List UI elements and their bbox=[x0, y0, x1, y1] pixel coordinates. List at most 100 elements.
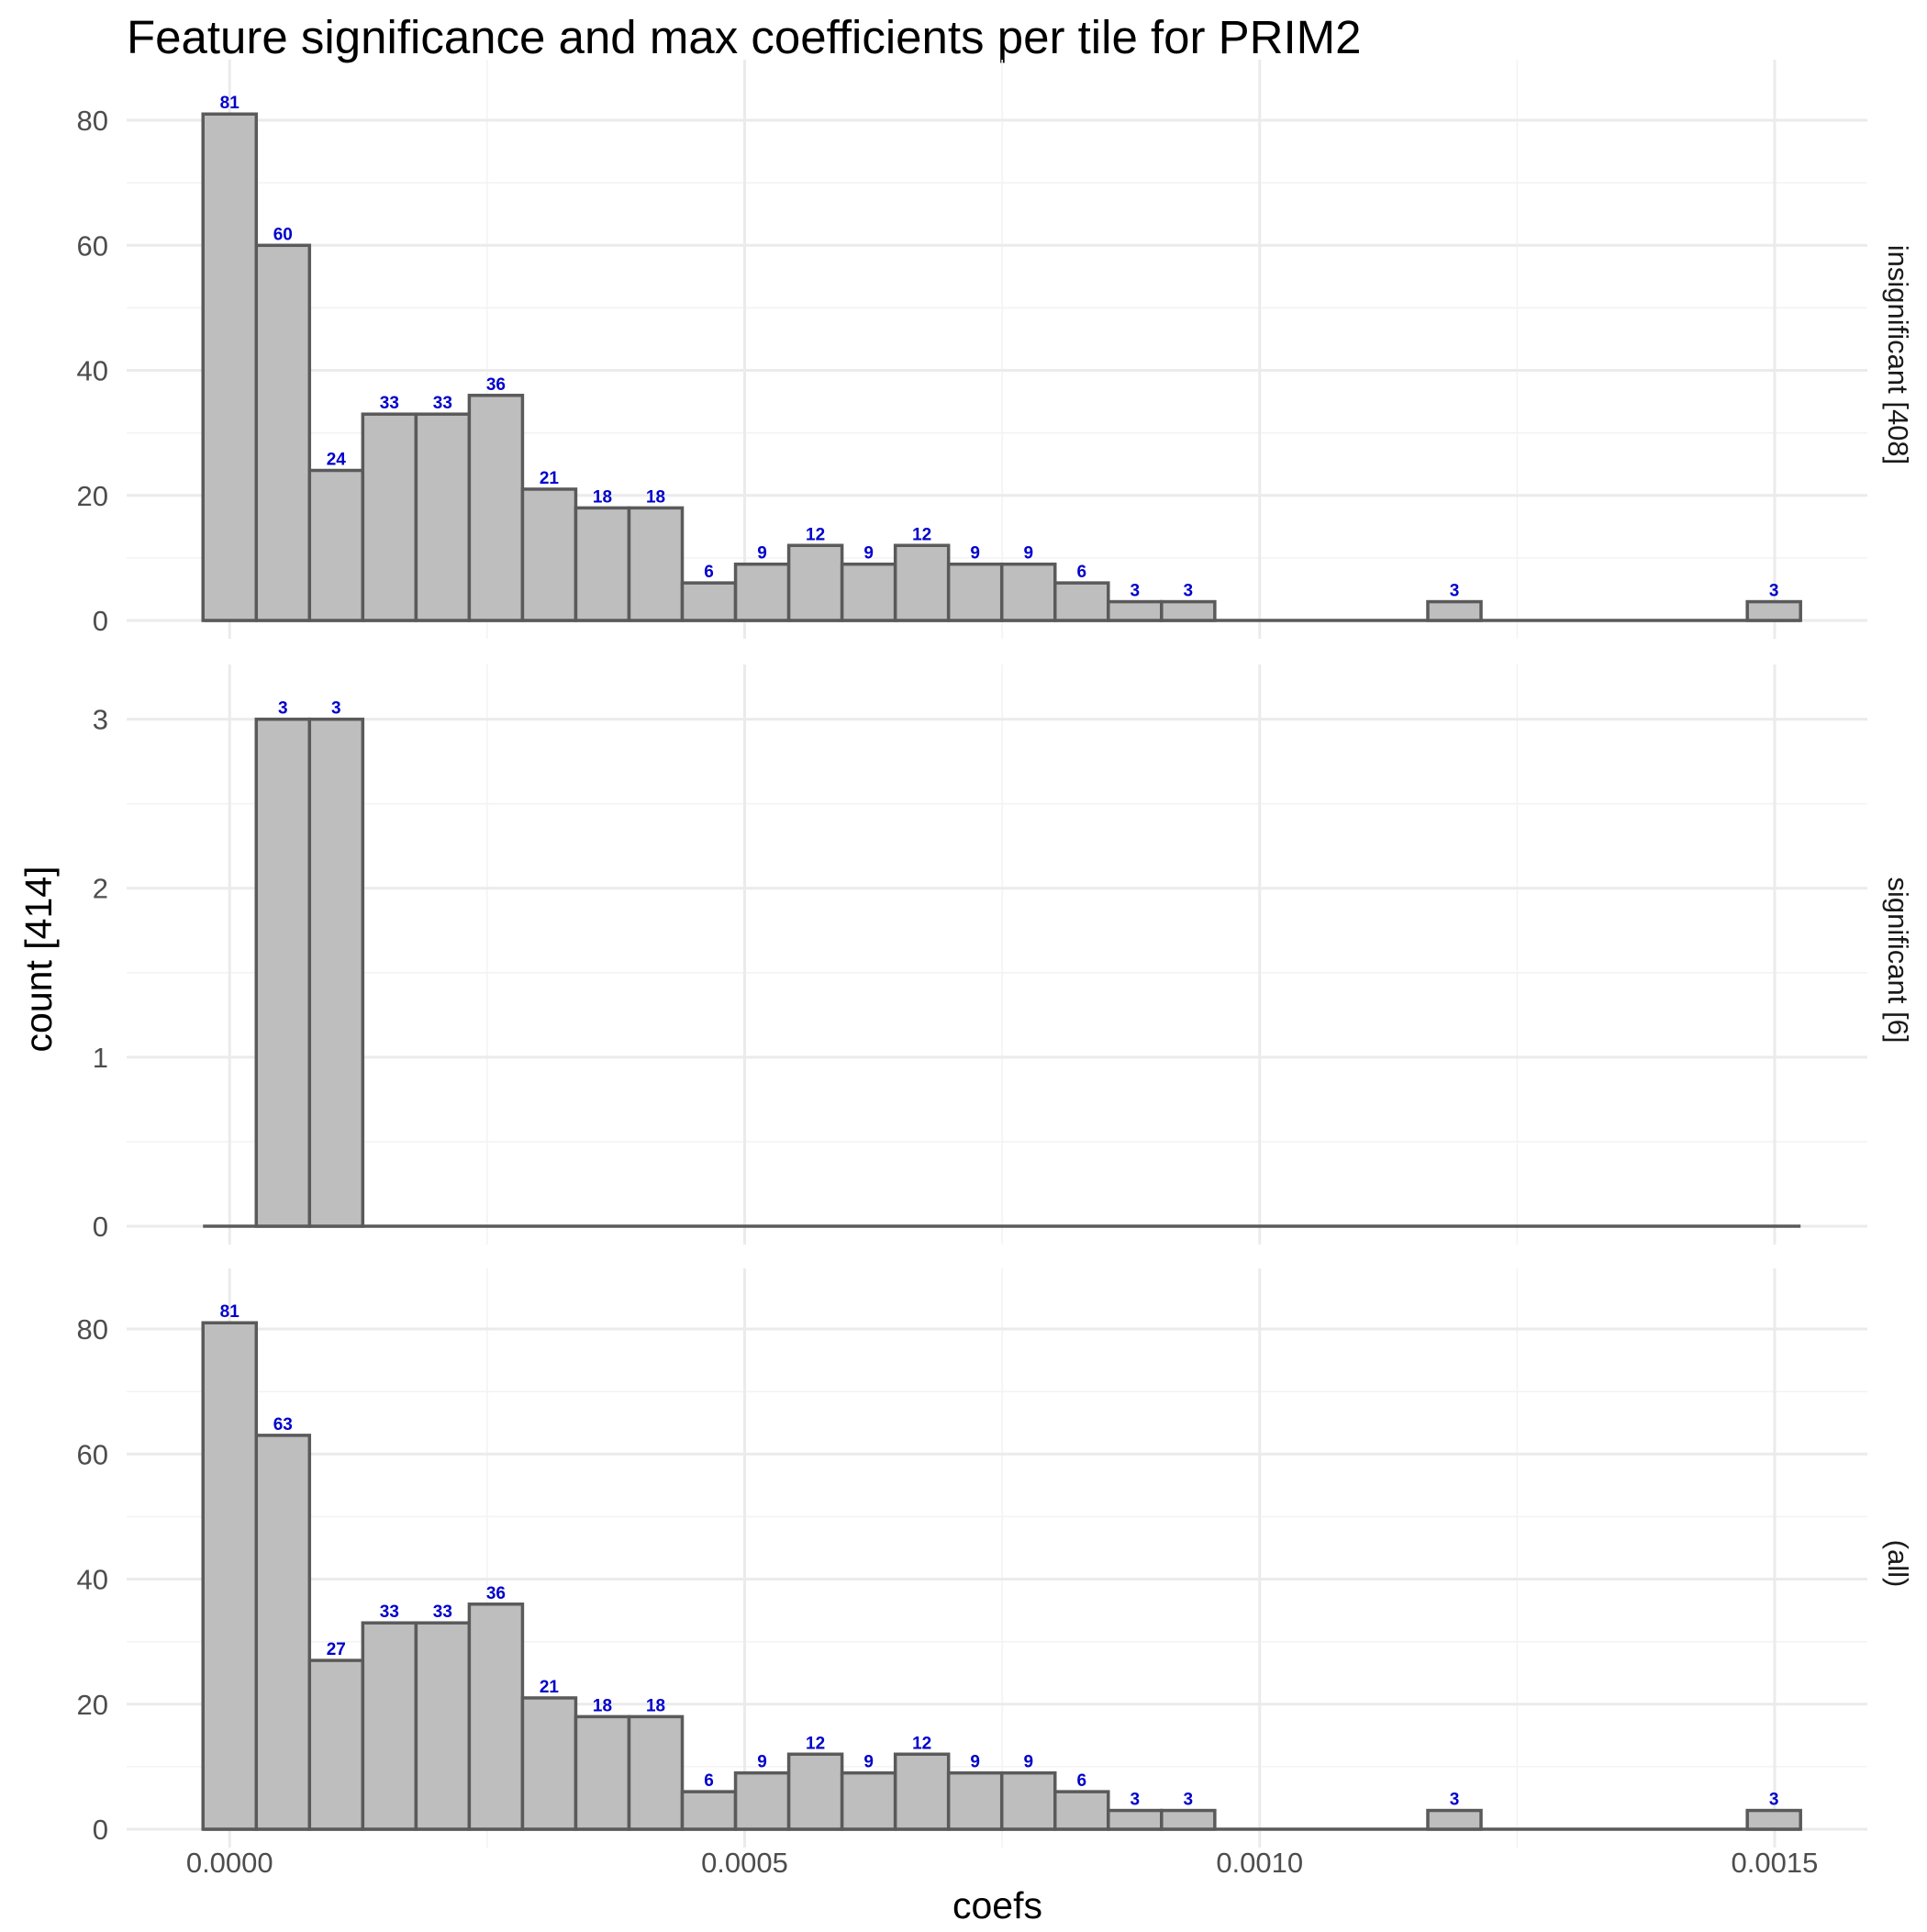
histogram-bar bbox=[414, 1621, 472, 1831]
bar-count-label: 81 bbox=[220, 94, 240, 113]
bar-count-label: 3 bbox=[1184, 1791, 1194, 1810]
bar-count-label: 81 bbox=[220, 1302, 240, 1322]
histogram-bar bbox=[254, 717, 312, 1228]
bar-count-label: 33 bbox=[433, 394, 452, 413]
bar-count-label: 33 bbox=[433, 1603, 452, 1622]
histogram-bar bbox=[1053, 1790, 1110, 1831]
x-tick-label: 0.0015 bbox=[1732, 1847, 1819, 1879]
bar-count-label: 6 bbox=[1076, 1771, 1086, 1791]
histogram-bar bbox=[1107, 599, 1164, 622]
bar-count-label: 9 bbox=[863, 544, 874, 564]
x-tick-label: 0.0010 bbox=[1216, 1847, 1303, 1879]
histogram-bar bbox=[307, 717, 365, 1228]
y-axis-title: count [414] bbox=[17, 866, 60, 1053]
histogram-bar bbox=[840, 562, 897, 622]
bar-count-label: 3 bbox=[331, 699, 341, 719]
bar-count-label: 63 bbox=[273, 1415, 293, 1435]
histogram-bar bbox=[680, 1790, 738, 1831]
histogram-bar bbox=[254, 243, 312, 622]
bar-count-label: 36 bbox=[486, 1584, 506, 1603]
facet-strip-label: insignificant [408] bbox=[1882, 245, 1914, 465]
bar-count-label: 3 bbox=[1131, 582, 1141, 601]
histogram-bar bbox=[1053, 581, 1110, 622]
bar-count-label: 12 bbox=[912, 525, 931, 544]
bar-count-label: 9 bbox=[757, 1753, 767, 1772]
bar-count-label: 9 bbox=[970, 1753, 980, 1772]
histogram-bar bbox=[574, 506, 631, 622]
histogram-bar bbox=[840, 1770, 897, 1831]
bar-count-label: 9 bbox=[970, 544, 980, 564]
bar-count-label: 33 bbox=[380, 1603, 399, 1622]
bar-count-label: 33 bbox=[380, 394, 399, 413]
y-tick-label: 60 bbox=[77, 1438, 108, 1470]
bar-count-label: 24 bbox=[327, 451, 347, 470]
y-tick-label: 20 bbox=[77, 480, 108, 512]
y-tick-label: 80 bbox=[77, 1313, 108, 1346]
bar-count-label: 3 bbox=[1769, 582, 1779, 601]
histogram-bar bbox=[786, 543, 844, 622]
histogram-bar bbox=[201, 112, 259, 622]
histogram-bar bbox=[414, 412, 472, 622]
bar-count-label: 9 bbox=[757, 544, 767, 564]
histogram-bar bbox=[307, 468, 365, 622]
histogram-bar bbox=[1426, 1808, 1483, 1831]
y-tick-label: 40 bbox=[77, 355, 108, 387]
bar-count-label: 12 bbox=[806, 1734, 825, 1753]
bar-count-label: 27 bbox=[327, 1640, 346, 1659]
bar-count-label: 18 bbox=[593, 1696, 612, 1715]
x-axis-title: coefs bbox=[952, 1884, 1042, 1926]
histogram-bar bbox=[520, 1696, 578, 1831]
x-tick-label: 0.0005 bbox=[701, 1847, 788, 1879]
bar-count-label: 6 bbox=[704, 1771, 714, 1791]
histogram-bar bbox=[893, 543, 951, 622]
bar-count-label: 9 bbox=[863, 1753, 874, 1772]
facet-panel-1: 0 1 2 3 3 3 significant [6] bbox=[93, 664, 1914, 1245]
bar-count-label: 18 bbox=[646, 487, 665, 507]
bar-count-label: 6 bbox=[1076, 563, 1086, 582]
bar-count-label: 18 bbox=[593, 487, 612, 507]
y-tick-label: 0 bbox=[93, 1814, 108, 1846]
histogram-bar bbox=[1160, 599, 1217, 622]
y-tick-label: 1 bbox=[93, 1042, 108, 1074]
bar-count-label: 18 bbox=[646, 1696, 665, 1715]
bar-count-label: 21 bbox=[540, 469, 560, 488]
histogram-bar bbox=[999, 562, 1057, 622]
histogram-bar bbox=[733, 1770, 791, 1831]
histogram-bar bbox=[786, 1752, 844, 1831]
histogram-bar bbox=[1107, 1808, 1164, 1831]
histogram-bar bbox=[733, 562, 791, 622]
bar-count-label: 21 bbox=[540, 1678, 560, 1697]
chart-title: Feature significance and max coefficient… bbox=[127, 11, 1362, 63]
histogram-bar bbox=[946, 562, 1004, 622]
bar-count-label: 3 bbox=[1184, 582, 1194, 601]
histogram-bar bbox=[361, 1621, 418, 1831]
y-tick-label: 0 bbox=[93, 1211, 108, 1243]
facet-strip-label: (all) bbox=[1882, 1540, 1914, 1588]
y-tick-label: 80 bbox=[77, 105, 108, 137]
histogram-bar bbox=[361, 412, 418, 622]
bar-count-label: 3 bbox=[278, 699, 288, 719]
histogram-bar bbox=[946, 1770, 1004, 1831]
histogram-bar bbox=[1160, 1808, 1217, 1831]
bar-count-label: 3 bbox=[1131, 1791, 1141, 1810]
histogram-bar bbox=[201, 1321, 259, 1831]
histogram-bar bbox=[1745, 599, 1802, 622]
histogram-bar bbox=[254, 1434, 312, 1831]
histogram-bar bbox=[893, 1752, 951, 1831]
facet-strip-label: significant [6] bbox=[1882, 877, 1914, 1044]
x-tick-label: 0.0000 bbox=[186, 1847, 273, 1879]
histogram-bar bbox=[680, 581, 738, 622]
histogram-bar bbox=[627, 506, 685, 622]
bar-count-label: 6 bbox=[704, 563, 714, 582]
histogram-bar bbox=[999, 1770, 1057, 1831]
bar-count-label: 60 bbox=[273, 225, 293, 244]
histogram-bar bbox=[467, 1603, 525, 1831]
bar-count-label: 3 bbox=[1450, 582, 1460, 601]
x-axis-ticks: 0.0000 0.0005 0.0010 0.0015 bbox=[186, 1847, 1819, 1879]
bar-count-label: 9 bbox=[1023, 1753, 1033, 1772]
y-tick-label: 0 bbox=[93, 605, 108, 637]
